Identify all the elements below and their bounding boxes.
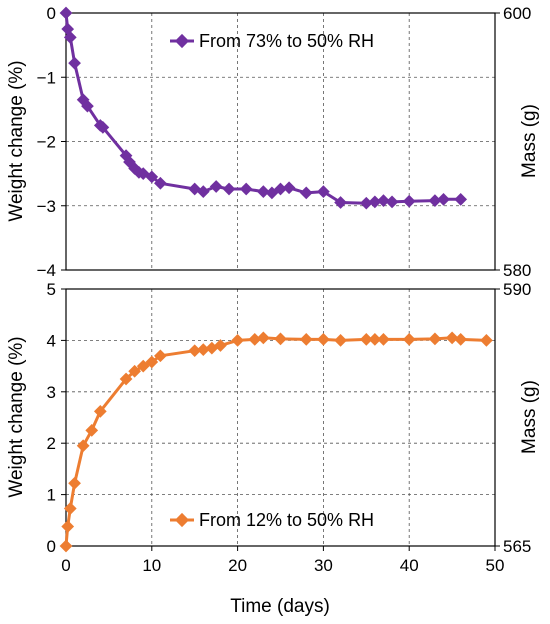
data-point xyxy=(368,333,382,346)
data-point xyxy=(299,186,313,200)
data-point xyxy=(256,331,270,345)
y2-tick-label: 580 xyxy=(503,261,531,280)
top-y-axis-title: Weight change (%) xyxy=(6,60,27,221)
y-tick-label: −4 xyxy=(37,261,56,280)
data-point xyxy=(385,195,399,209)
data-point xyxy=(299,333,313,346)
data-point xyxy=(76,439,90,453)
y-tick-label: 4 xyxy=(47,331,56,350)
data-point xyxy=(317,333,330,346)
data-point xyxy=(282,181,296,195)
top-plot-frame xyxy=(65,12,496,271)
top-legend-label: From 73% to 50% RH xyxy=(199,31,374,51)
bottom-legend-marker xyxy=(174,512,190,528)
y-tick-label: −2 xyxy=(37,133,56,152)
top-legend-marker xyxy=(174,33,190,49)
bottom-y2-axis-title: Mass (g) xyxy=(519,380,540,454)
data-point xyxy=(119,372,133,386)
data-point xyxy=(85,423,99,437)
bottom-grid xyxy=(66,289,495,546)
data-point xyxy=(59,6,73,20)
y-tick-label: 1 xyxy=(47,486,56,505)
data-point xyxy=(377,194,390,207)
data-point xyxy=(239,182,253,196)
x-tick-label: 0 xyxy=(61,556,70,575)
y-tick-label: −3 xyxy=(37,197,56,216)
data-point xyxy=(93,404,107,418)
data-point xyxy=(248,333,262,346)
bottom-y-axis-title: Weight change (%) xyxy=(6,336,27,497)
x-tick-label: 10 xyxy=(142,556,161,575)
top-legend: From 73% to 50% RH xyxy=(170,31,374,51)
data-point xyxy=(154,349,167,363)
data-point xyxy=(231,334,244,347)
data-point xyxy=(214,339,227,352)
y2-tick-label: 590 xyxy=(503,280,531,299)
data-point xyxy=(274,182,287,196)
top-series xyxy=(59,6,468,210)
data-point xyxy=(209,180,223,193)
data-point xyxy=(454,333,468,346)
data-point xyxy=(359,196,373,210)
data-point xyxy=(428,194,442,207)
data-point xyxy=(334,334,347,347)
y2-tick-label: 600 xyxy=(503,4,531,23)
data-point xyxy=(188,344,202,358)
data-point xyxy=(480,334,493,347)
y-tick-label: −1 xyxy=(37,68,56,87)
x-axis-title: Time (days) xyxy=(230,596,330,617)
data-point xyxy=(154,176,167,190)
data-point xyxy=(359,333,373,346)
data-point xyxy=(145,170,159,184)
x-ticks: 0 10 20 30 40 50 xyxy=(61,546,504,575)
y2-tick-label: 565 xyxy=(503,537,531,556)
data-point xyxy=(445,331,459,345)
bottom-legend: From 12% to 50% RH xyxy=(170,510,374,530)
x-tick-label: 40 xyxy=(400,556,419,575)
bottom-series xyxy=(59,331,493,553)
bottom-y-ticks: 5 4 3 2 1 0 xyxy=(47,280,66,556)
data-point xyxy=(256,185,270,198)
data-point xyxy=(63,502,77,515)
data-point xyxy=(454,192,468,206)
data-point xyxy=(368,195,382,209)
data-point xyxy=(68,476,81,490)
top-grid xyxy=(66,13,495,270)
data-point xyxy=(317,185,330,198)
data-point xyxy=(68,56,81,70)
y-tick-label: 2 xyxy=(47,434,56,453)
data-point xyxy=(274,332,287,346)
x-tick-label: 20 xyxy=(228,556,247,575)
data-point xyxy=(437,192,450,206)
data-point xyxy=(128,364,142,378)
x-tick-label: 50 xyxy=(486,556,505,575)
data-point xyxy=(334,196,347,209)
data-point xyxy=(59,539,73,553)
data-point xyxy=(196,343,210,357)
data-point xyxy=(377,333,390,346)
y-tick-label: 5 xyxy=(47,280,56,299)
top-y-ticks: 0 −1 −2 −3 −4 xyxy=(37,4,66,280)
top-panel: 0 −1 −2 −3 −4 600 580 Weight change (%) Mass … xyxy=(6,4,540,280)
y-tick-label: 0 xyxy=(47,4,56,23)
data-point xyxy=(428,332,442,346)
top-y2-axis-title: Mass (g) xyxy=(519,104,540,178)
data-point xyxy=(61,520,75,533)
data-point xyxy=(145,355,159,369)
bottom-y2-ticks: 590 565 xyxy=(495,280,531,556)
data-point xyxy=(222,182,236,196)
y-tick-label: 3 xyxy=(47,383,56,402)
bottom-legend-label: From 12% to 50% RH xyxy=(199,510,374,530)
data-point xyxy=(402,194,416,208)
top-y2-ticks: 600 580 xyxy=(495,4,531,280)
data-point xyxy=(196,185,210,198)
data-point xyxy=(402,333,416,346)
y-tick-label: 0 xyxy=(47,537,56,556)
x-tick-label: 30 xyxy=(314,556,333,575)
bottom-plot-frame xyxy=(65,288,496,547)
